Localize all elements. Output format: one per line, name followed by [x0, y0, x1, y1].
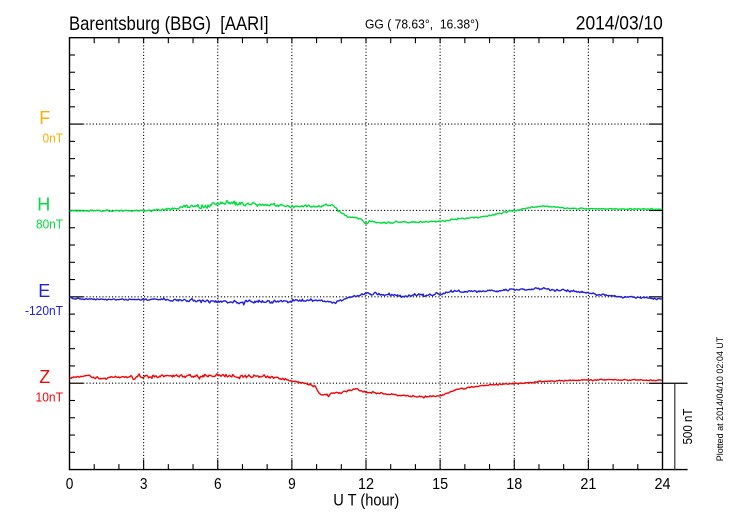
svg-text:0: 0 — [66, 476, 74, 493]
svg-text:500 nT: 500 nT — [681, 408, 695, 444]
svg-text:2014/03/10: 2014/03/10 — [576, 13, 663, 35]
svg-text:F: F — [39, 108, 50, 128]
svg-text:3: 3 — [140, 476, 148, 493]
svg-text:Barentsburg (BBG) [AARI]: Barentsburg (BBG) [AARI] — [69, 13, 269, 35]
svg-text:15: 15 — [432, 476, 448, 493]
svg-text:80nT: 80nT — [36, 217, 63, 232]
svg-text:0nT: 0nT — [43, 130, 64, 145]
svg-text:6: 6 — [214, 476, 222, 493]
svg-text:Z: Z — [39, 367, 50, 387]
svg-text:Plotted at 2014/04/10 02:04 UT: Plotted at 2014/04/10 02:04 UT — [715, 337, 726, 462]
svg-text:21: 21 — [580, 476, 596, 493]
svg-text:U T (hour): U T (hour) — [333, 491, 399, 509]
svg-text:E: E — [38, 281, 50, 301]
svg-text:24: 24 — [655, 476, 671, 493]
svg-text:-120nT: -120nT — [25, 303, 63, 318]
svg-text:H: H — [37, 195, 50, 215]
svg-text:10nT: 10nT — [36, 389, 64, 404]
svg-text:9: 9 — [288, 476, 296, 493]
svg-text:12: 12 — [358, 476, 374, 493]
svg-text:GG ( 78.63°, 16.38°): GG ( 78.63°, 16.38°) — [365, 16, 479, 31]
svg-text:18: 18 — [506, 476, 522, 493]
